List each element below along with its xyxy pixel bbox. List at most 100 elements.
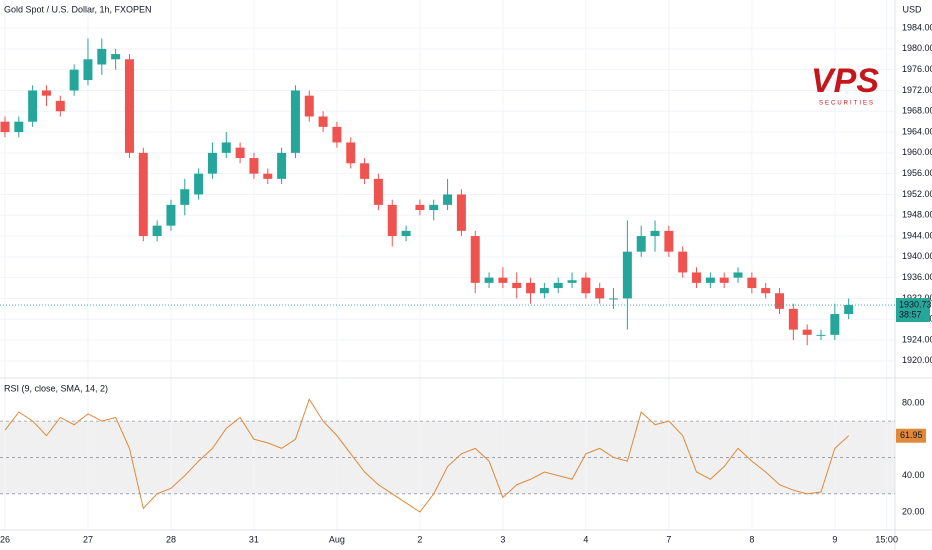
candle-body xyxy=(166,204,176,226)
candle-body xyxy=(526,282,536,294)
x-tick-label: 27 xyxy=(83,534,93,544)
y-tick-label: 1984.00 xyxy=(902,22,932,32)
candle-body xyxy=(28,90,38,122)
y-tick-label: 1976.00 xyxy=(902,64,932,74)
x-tick-label: 9 xyxy=(832,534,837,544)
x-tick-label: 15:00 xyxy=(875,534,898,544)
candle-body xyxy=(263,173,273,179)
candle-body xyxy=(83,59,93,81)
y-tick-label: 1960.00 xyxy=(902,147,932,157)
candle-body xyxy=(360,163,370,179)
rsi-value-label: 61.95 xyxy=(900,430,923,440)
candle-body xyxy=(692,272,702,283)
candle-body xyxy=(415,204,425,211)
candle-body xyxy=(124,59,134,153)
candle-body xyxy=(373,178,383,205)
x-tick-label: 28 xyxy=(166,534,176,544)
y-tick-label: 1964.00 xyxy=(902,126,932,136)
logo: VPS SECURITIES xyxy=(811,62,879,107)
rsi-value-box xyxy=(896,428,926,443)
candle-body xyxy=(456,194,466,231)
candle-body xyxy=(429,204,439,211)
candle-body xyxy=(235,147,245,159)
candle-body xyxy=(802,329,812,335)
y-tick-label: 1944.00 xyxy=(902,230,932,240)
y-tick-label: 1932.00 xyxy=(902,293,932,303)
candle-body xyxy=(678,251,688,273)
candle-body xyxy=(304,95,314,117)
candle-body xyxy=(111,54,121,60)
candle-body xyxy=(664,230,674,252)
candle-body xyxy=(277,152,287,179)
candle-body xyxy=(194,173,204,195)
candle-body xyxy=(290,90,300,153)
y-tick-label: 1948.00 xyxy=(902,210,932,220)
rsi-tick-label: 80.00 xyxy=(902,397,925,407)
y-tick-label: 1968.00 xyxy=(902,106,932,116)
logo-sub: SECURITIES xyxy=(819,101,875,107)
y-tick-label: 1936.00 xyxy=(902,272,932,282)
chart-title: Gold Spot / U.S. Dollar, 1h, FXOPEN xyxy=(4,4,152,14)
candle-body xyxy=(401,230,411,237)
candle-body xyxy=(498,277,508,283)
candle-body xyxy=(636,236,646,252)
candle-body xyxy=(138,152,148,237)
rsi-line xyxy=(4,398,850,513)
candle-body xyxy=(719,277,729,283)
candle-body xyxy=(0,121,10,133)
candle-body xyxy=(581,277,591,294)
candle-body xyxy=(761,288,771,294)
candle-body xyxy=(553,282,563,289)
candle-body xyxy=(318,116,328,127)
candle-body xyxy=(470,236,480,283)
x-tick-label: 8 xyxy=(749,534,754,544)
candle-body xyxy=(69,69,79,91)
y-tick-label: 1980.00 xyxy=(902,43,932,53)
rsi-title: RSI (9, close, SMA, 14, 2) xyxy=(4,383,108,393)
candle-body xyxy=(14,121,24,133)
x-tick-label: 3 xyxy=(500,534,505,544)
x-tick-label: 4 xyxy=(583,534,588,544)
candle-body xyxy=(705,277,715,283)
candle-body xyxy=(747,277,757,289)
x-tick-label: Aug xyxy=(329,534,345,544)
candle-body xyxy=(539,288,549,294)
candle-body xyxy=(387,204,397,237)
candle-body xyxy=(595,288,605,299)
candle-body xyxy=(152,225,162,237)
candle-body xyxy=(41,90,51,96)
candle-body xyxy=(622,251,632,299)
x-tick-label: 31 xyxy=(249,534,259,544)
candle-body xyxy=(775,293,785,309)
candle-body xyxy=(484,277,494,283)
candle-body xyxy=(55,100,65,112)
currency-label: USD xyxy=(902,4,922,14)
candle-body xyxy=(249,158,259,174)
candle-body xyxy=(512,282,522,289)
candle-body xyxy=(443,194,453,205)
x-tick-label: 7 xyxy=(666,534,671,544)
candle-body xyxy=(207,152,217,174)
countdown-label: 38:57 xyxy=(899,309,922,319)
x-tick-label: 26 xyxy=(0,534,10,544)
candle-body xyxy=(844,305,854,315)
candle-body xyxy=(346,142,356,164)
candle-body xyxy=(180,189,190,205)
y-tick-label: 1924.00 xyxy=(902,334,932,344)
rsi-tick-label: 40.00 xyxy=(902,470,925,480)
candle-body xyxy=(788,308,798,330)
candle-body xyxy=(332,126,342,143)
x-tick-label: 2 xyxy=(417,534,422,544)
candle-body xyxy=(97,48,107,65)
candle-body xyxy=(733,272,743,278)
last-price-label: 1930.73 xyxy=(899,299,932,309)
candle-body xyxy=(830,314,840,335)
rsi-tick-label: 20.00 xyxy=(902,506,925,516)
logo-brand: VPS xyxy=(811,62,879,100)
y-tick-label: 1952.00 xyxy=(902,189,932,199)
candle-body xyxy=(650,230,660,237)
last-price-box xyxy=(896,298,930,323)
y-tick-label: 1940.00 xyxy=(902,251,932,261)
